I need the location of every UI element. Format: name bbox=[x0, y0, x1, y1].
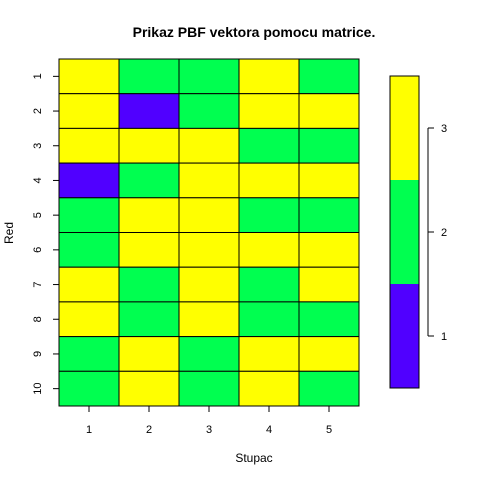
y-tick-label: 4 bbox=[32, 177, 44, 183]
y-tick-label: 8 bbox=[32, 316, 44, 322]
heatmap-cell bbox=[118, 232, 180, 268]
y-tick-label: 5 bbox=[32, 212, 44, 218]
heatmap-cell bbox=[298, 336, 360, 372]
heatmap-cell bbox=[118, 197, 180, 234]
heatmap-cell bbox=[238, 232, 300, 268]
x-tick-label: 5 bbox=[326, 424, 332, 436]
heatmap-cells bbox=[58, 58, 360, 407]
heatmap-cell bbox=[298, 266, 360, 303]
heatmap-cell bbox=[238, 127, 300, 164]
heatmap-cell bbox=[118, 370, 180, 407]
heatmap-cell bbox=[298, 370, 360, 407]
heatmap-cell bbox=[178, 266, 240, 303]
colorbar-segment bbox=[390, 180, 419, 284]
colorbar-segment bbox=[390, 76, 419, 180]
heatmap-cell bbox=[238, 301, 300, 338]
heatmap-cell bbox=[238, 370, 300, 407]
heatmap-cell bbox=[58, 93, 120, 129]
heatmap-cell bbox=[58, 336, 120, 372]
heatmap-cell bbox=[298, 93, 360, 129]
heatmap-cell bbox=[118, 301, 180, 338]
heatmap-cell bbox=[58, 266, 120, 303]
heatmap-cell bbox=[178, 301, 240, 338]
y-axis: 1 2 3 4 5 6 7 8 9 10 bbox=[32, 73, 59, 395]
y-tick-label: 9 bbox=[32, 351, 44, 357]
heatmap-cell bbox=[298, 232, 360, 268]
y-tick-label: 1 bbox=[32, 73, 44, 79]
heatmap-cell bbox=[238, 162, 300, 199]
heatmap-cell bbox=[298, 127, 360, 164]
x-tick-label: 1 bbox=[86, 424, 92, 436]
x-axis: 1 2 3 4 5 bbox=[86, 406, 332, 436]
y-tick-label: 3 bbox=[32, 143, 44, 149]
heatmap-cell bbox=[238, 266, 300, 303]
heatmap-cell bbox=[58, 370, 120, 407]
heatmap-cell bbox=[238, 93, 300, 129]
heatmap-cell bbox=[178, 162, 240, 199]
heatmap-cell bbox=[178, 336, 240, 372]
chart-title: Prikaz PBF vektora pomocu matrice. bbox=[133, 24, 376, 40]
heatmap-cell bbox=[178, 197, 240, 234]
heatmap-cell bbox=[58, 58, 120, 95]
heatmap-cell bbox=[118, 127, 180, 164]
heatmap-cell bbox=[178, 232, 240, 268]
heatmap-cell bbox=[298, 162, 360, 199]
colorbar-tick-label: 3 bbox=[441, 123, 447, 135]
colorbar-frame bbox=[389, 75, 420, 389]
y-tick-label: 10 bbox=[32, 383, 44, 395]
heatmap-cell bbox=[178, 93, 240, 129]
heatmap-cell bbox=[238, 197, 300, 234]
colorbar-tick-label: 1 bbox=[441, 331, 447, 343]
y-tick-label: 6 bbox=[32, 247, 44, 253]
y-tick-label: 7 bbox=[32, 281, 44, 287]
heatmap-cell bbox=[118, 336, 180, 372]
heatmap-cell bbox=[298, 197, 360, 234]
x-tick-label: 3 bbox=[206, 424, 212, 436]
heatmap-cell bbox=[58, 162, 120, 199]
heatmap-cell bbox=[178, 370, 240, 407]
heatmap-cell bbox=[238, 336, 300, 372]
heatmap-cell bbox=[118, 93, 180, 129]
x-axis-label: Stupac bbox=[235, 451, 272, 465]
heatmap-cell bbox=[298, 301, 360, 338]
colorbar-segment bbox=[390, 284, 419, 388]
heatmap-cell bbox=[118, 266, 180, 303]
heatmap-cell bbox=[118, 58, 180, 95]
x-tick-label: 2 bbox=[146, 424, 152, 436]
heatmap-cell bbox=[58, 301, 120, 338]
heatmap-cell bbox=[298, 58, 360, 95]
heatmap-cell bbox=[118, 162, 180, 199]
heatmap-cell bbox=[58, 197, 120, 234]
heatmap-cell bbox=[58, 127, 120, 164]
colorbar: 1 2 3 bbox=[389, 75, 447, 389]
y-axis-label: Red bbox=[2, 222, 16, 244]
y-tick-label: 2 bbox=[32, 108, 44, 114]
colorbar-tick-label: 2 bbox=[441, 227, 447, 239]
x-tick-label: 4 bbox=[266, 424, 272, 436]
heatmap-cell bbox=[178, 127, 240, 164]
heatmap-cell bbox=[58, 232, 120, 268]
heatmap-cell bbox=[238, 58, 300, 95]
heatmap-cell bbox=[178, 58, 240, 95]
